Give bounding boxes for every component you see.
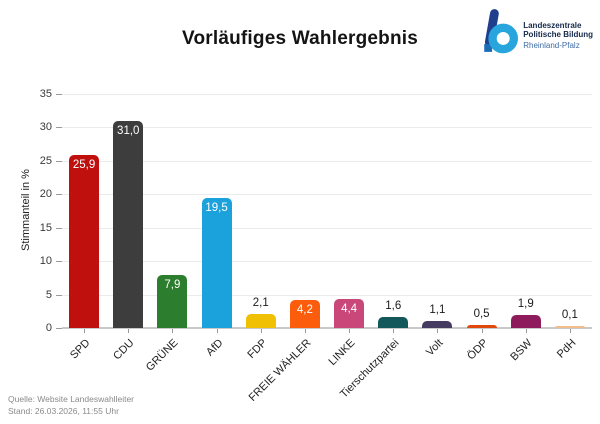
bar-Tierschutzpartei <box>378 317 409 328</box>
bar-value-CDU: 31,0 <box>117 124 140 137</box>
bar-GRÜNE <box>157 275 188 328</box>
y-tick-mark-5 <box>56 294 62 296</box>
source-note: Quelle: Website Landeswahlleiter <box>8 394 134 404</box>
bar-FREIE WÄHLER <box>289 299 320 328</box>
bar-value-FREIE WÄHLER: 4,2 <box>296 303 313 316</box>
x-axis-line <box>62 327 592 329</box>
y-tick-mark-15 <box>56 227 62 229</box>
logo-b-icon <box>481 9 519 60</box>
gridline-y-20 <box>62 194 592 196</box>
logo-line-3: Rheinland-Pfalz <box>523 40 580 50</box>
bar-ÖDP <box>466 324 497 328</box>
logo-wordmark: Landeszentrale Politische Bildung Rheinl… <box>523 19 593 51</box>
bar-value-SPD: 25,9 <box>72 158 96 171</box>
chart-footer: Quelle: Website Landeswahlleiter Stand: … <box>8 393 134 417</box>
x-tick-mark-Volt <box>437 329 439 333</box>
bar-value-GRÜNE: 7,9 <box>164 279 181 292</box>
gridline-y-25 <box>62 160 592 162</box>
bar-PdH <box>554 326 585 328</box>
y-tick-label-5: 5 <box>45 288 52 301</box>
y-tick-label-10: 10 <box>39 255 52 268</box>
x-tick-mark-BSW <box>525 329 527 333</box>
x-tick-mark-ÖDP <box>481 329 483 333</box>
bar-value-Tierschutzpartei: 1,6 <box>385 300 402 313</box>
bar-value-FDP: 2,1 <box>252 296 269 309</box>
gridline-y-35 <box>62 94 592 95</box>
y-tick-label-30: 30 <box>39 121 52 134</box>
y-tick-label-15: 15 <box>39 221 52 234</box>
y-tick-mark-25 <box>56 160 62 162</box>
page-title: Vorläufiges Wahlergebnis <box>181 28 418 49</box>
bar-CDU <box>113 120 144 328</box>
gridline-y-10 <box>62 261 592 263</box>
bar-SPD <box>69 154 100 328</box>
y-tick-label-20: 20 <box>39 188 52 201</box>
bar-value-LINKE: 4,4 <box>341 302 358 315</box>
bar-LINKE <box>334 298 365 328</box>
y-tick-label-25: 25 <box>39 154 52 167</box>
x-tick-mark-LINKE <box>349 329 351 333</box>
bar-value-Volt: 1,1 <box>429 303 446 316</box>
x-tick-mark-AfD <box>216 329 218 333</box>
x-tick-mark-GRÜNE <box>172 329 174 333</box>
bar-value-PdH: 0,1 <box>561 309 578 321</box>
logo-line-1: Landeszentrale <box>523 20 582 30</box>
y-tick-label-35: 35 <box>39 88 52 100</box>
x-tick-mark-SPD <box>84 329 86 333</box>
gridline-y-30 <box>62 127 592 129</box>
bar-value-BSW: 1,9 <box>517 298 534 311</box>
x-tick-mark-FDP <box>260 329 262 333</box>
x-tick-mark-Tierschutzpartei <box>393 329 395 333</box>
bar-AfD <box>201 197 232 328</box>
bar-value-ÖDP: 0,5 <box>473 307 490 320</box>
gridline-y-15 <box>62 227 592 229</box>
x-tick-mark-PdH <box>569 329 571 333</box>
bar-FDP <box>245 313 276 328</box>
y-tick-mark-10 <box>56 261 62 263</box>
y-tick-mark-35 <box>56 94 62 95</box>
y-tick-mark-0 <box>56 328 62 329</box>
landeszentrale-logo: Landeszentrale Politische Bildung Rheinl… <box>481 9 593 60</box>
y-tick-mark-30 <box>56 127 62 129</box>
y-axis-title: Stimmanteil in % <box>20 169 32 251</box>
bar-value-AfD: 19,5 <box>205 201 228 214</box>
bar-Volt <box>422 320 453 328</box>
y-tick-label-0: 0 <box>45 322 52 334</box>
bar-BSW <box>510 315 541 328</box>
logo-line-2: Politische Bildung <box>523 30 593 40</box>
y-tick-mark-20 <box>56 194 62 196</box>
gridline-y-5 <box>62 294 592 296</box>
x-tick-mark-CDU <box>128 329 130 333</box>
x-tick-mark-FREIE WÄHLER <box>304 329 306 333</box>
stand-note: Stand: 26.03.2026, 11:55 Uhr <box>8 406 119 416</box>
